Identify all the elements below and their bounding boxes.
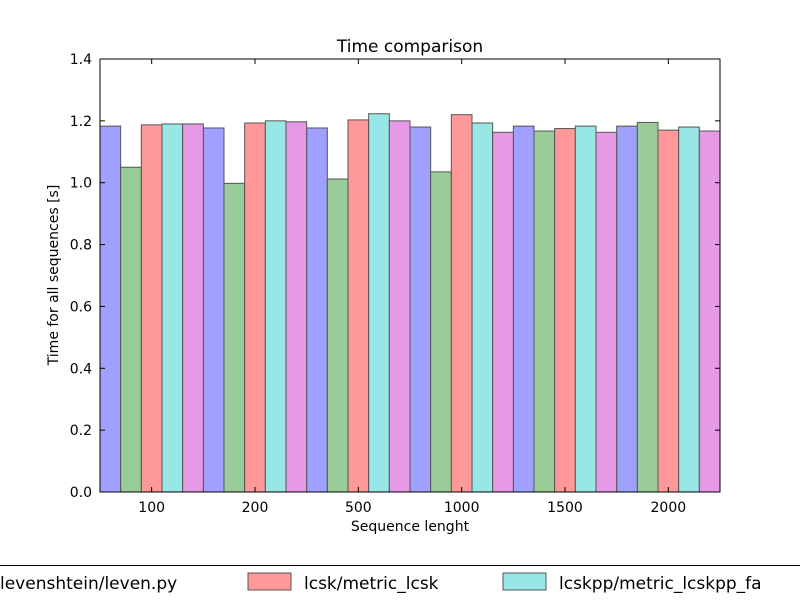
- bar-2000-series-1: [636, 121, 659, 493]
- x-axis-label: Sequence lenght: [351, 519, 470, 535]
- legend-swatch: [502, 572, 547, 591]
- bar-500-series-4: [388, 120, 411, 493]
- bar-1000-series-4: [492, 131, 514, 493]
- y-axis-label: Time for all sequences [s]: [46, 185, 62, 367]
- chart-title: Time comparison: [336, 37, 483, 57]
- bar-500-series-1: [326, 178, 349, 493]
- bar-1500-series-2: [554, 128, 576, 493]
- y-tick-label: 1.4: [70, 52, 92, 68]
- legend-label: lcskpp/metric_lcskpp_fa: [559, 574, 762, 594]
- bar-2000-series-2: [657, 129, 680, 493]
- bar-200-series-1: [223, 182, 246, 493]
- bar-1000-series-0: [409, 126, 432, 493]
- y-tick-label: 0.4: [70, 361, 92, 377]
- x-tick-label: 200: [242, 500, 269, 516]
- bars-group: [99, 113, 721, 493]
- bar-500-series-2: [347, 119, 370, 493]
- legend: levenshtein/leven.py lcsk/metric_lcsk lcsk…: [0, 572, 762, 594]
- bar-1500-series-3: [574, 125, 597, 493]
- bar-1000-series-1: [430, 171, 452, 493]
- bar-2000-series-4: [698, 130, 721, 493]
- bar-1500-series-4: [595, 131, 618, 493]
- y-axis: 0.0 0.2 0.4 0.6 0.8 1.0 1.2 1.4: [70, 52, 720, 501]
- x-tick-label: 500: [345, 500, 372, 516]
- x-tick-label: 1500: [547, 500, 583, 516]
- bar-100-series-2: [140, 124, 163, 493]
- bar-100-series-3: [161, 123, 184, 493]
- x-tick-label: 1000: [444, 500, 480, 516]
- x-tick-label: 100: [138, 500, 165, 516]
- bar-1500-series-1: [533, 130, 556, 493]
- bar-100-series-0: [99, 125, 122, 493]
- x-tick-label: 2000: [651, 500, 687, 516]
- bar-100-series-4: [182, 123, 204, 493]
- bar-500-series-0: [306, 127, 328, 493]
- legend-label: lcsk/metric_lcsk: [304, 574, 439, 594]
- bar-200-series-2: [244, 122, 266, 493]
- legend-swatch: [247, 572, 292, 591]
- x-axis: 100 200 500 1000 1500 2000: [138, 59, 686, 516]
- y-tick-label: 0.0: [70, 485, 92, 501]
- y-tick-label: 1.0: [70, 176, 92, 192]
- y-tick-label: 0.8: [70, 238, 92, 254]
- y-tick-label: 0.2: [70, 423, 92, 439]
- y-tick-label: 1.2: [70, 114, 92, 130]
- bar-100-series-1: [120, 166, 142, 493]
- y-tick-label: 0.6: [70, 299, 92, 315]
- legend-label: levenshtein/leven.py: [0, 574, 177, 594]
- bar-1000-series-3: [471, 122, 494, 493]
- bar-2000-series-0: [616, 125, 638, 493]
- bar-500-series-3: [368, 113, 390, 493]
- bar-200-series-4: [285, 121, 308, 493]
- bar-200-series-0: [202, 127, 225, 493]
- bar-2000-series-3: [678, 126, 700, 493]
- bar-1500-series-0: [512, 125, 535, 493]
- bar-200-series-3: [264, 120, 287, 493]
- plot-frame: [99, 58, 721, 493]
- bar-1000-series-2: [450, 114, 473, 493]
